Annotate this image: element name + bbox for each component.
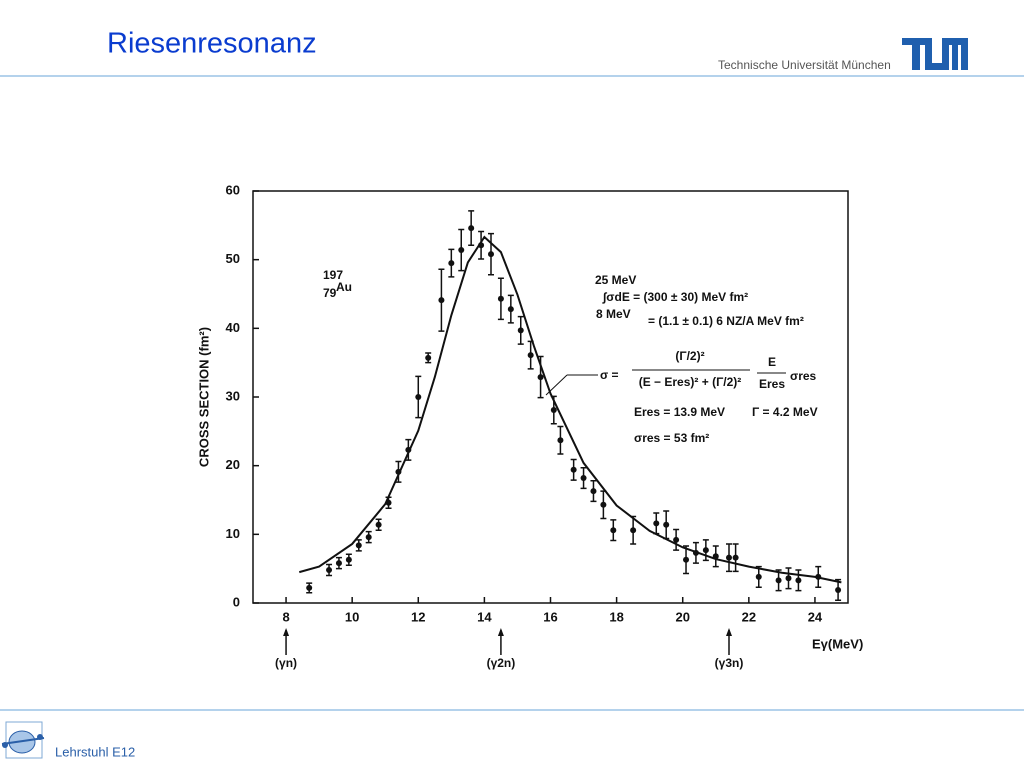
- data-point: [385, 499, 392, 506]
- data-point: [785, 575, 792, 582]
- x-tick-label: 10: [345, 609, 359, 624]
- data-point: [550, 407, 557, 414]
- data-point: [478, 242, 485, 249]
- data-point: [365, 534, 372, 541]
- data-point: [395, 468, 402, 475]
- data-point: [375, 521, 382, 528]
- data-point: [497, 295, 504, 302]
- data-point: [557, 437, 564, 444]
- threshold-label: (γ3n): [715, 656, 744, 670]
- data-point: [507, 306, 514, 313]
- data-point: [732, 554, 739, 561]
- institution: Technische Universität München: [718, 58, 891, 72]
- data-point: [692, 549, 699, 556]
- y-tick-label: 30: [226, 388, 240, 403]
- data-point: [663, 521, 670, 528]
- threshold-label: (γn): [275, 656, 297, 670]
- x-tick-label: 24: [808, 609, 823, 624]
- formula-factor-num: E: [768, 355, 776, 369]
- data-point: [600, 501, 607, 508]
- data-point: [610, 527, 617, 534]
- data-point: [835, 586, 842, 593]
- data-point: [405, 446, 412, 453]
- param: Γ = 4.2 MeV: [752, 405, 818, 419]
- x-tick-label: 12: [411, 609, 425, 624]
- data-point: [355, 542, 362, 549]
- y-tick-label: 60: [226, 182, 240, 197]
- data-point: [815, 573, 822, 580]
- nucleus-mass: 197: [323, 268, 343, 282]
- x-tick-label: 8: [282, 609, 289, 624]
- threshold-arrowhead: [497, 628, 504, 636]
- integral-line2: = (1.1 ± 0.1) 6 NZ/A MeV fm²: [648, 314, 804, 328]
- integral-upper: 25 MeV: [595, 273, 636, 287]
- data-point: [590, 488, 597, 495]
- y-tick-label: 50: [226, 251, 240, 266]
- x-tick-label: 18: [609, 609, 623, 624]
- slide-title: Riesenresonanz: [107, 28, 317, 60]
- integral-line1: ∫σdE = (300 ± 30) MeV fm²: [602, 290, 748, 304]
- y-tick-label: 10: [226, 526, 240, 541]
- data-point: [488, 251, 494, 258]
- integral-lower: 8 MeV: [596, 307, 631, 321]
- nucleus-symbol: Au: [336, 280, 352, 294]
- data-point: [458, 247, 465, 254]
- data-point: [755, 573, 762, 580]
- data-point: [335, 560, 342, 567]
- footer-label: Lehrstuhl E12: [55, 744, 135, 759]
- formula-numerator: (Γ/2)²: [675, 349, 704, 363]
- data-point: [580, 475, 587, 482]
- param: σres = 53 fm²: [634, 431, 709, 445]
- data-point: [537, 374, 544, 381]
- formula-lhs: σ =: [600, 368, 619, 382]
- data-point: [726, 554, 732, 561]
- threshold-label: (γ2n): [487, 656, 516, 670]
- formula-factor-den: Eres: [759, 377, 785, 391]
- data-point: [306, 584, 313, 591]
- formula-denominator: (E − Eres)² + (Γ/2)²: [639, 375, 742, 389]
- data-point: [527, 352, 534, 359]
- footer-logo: [1, 721, 45, 759]
- data-point: [415, 394, 422, 400]
- x-tick-label: 22: [742, 609, 756, 624]
- y-tick-label: 0: [233, 594, 240, 609]
- data-point: [702, 547, 709, 554]
- y-axis-label: CROSS SECTION (fm²): [196, 327, 211, 467]
- tum-logo: [902, 38, 968, 70]
- data-point: [630, 527, 637, 534]
- data-point: [775, 577, 782, 584]
- data-point: [570, 466, 577, 473]
- nucleus-charge: 79: [323, 286, 337, 300]
- data-point: [425, 354, 432, 361]
- data-point: [673, 536, 680, 543]
- y-tick-label: 20: [226, 457, 240, 472]
- x-tick-label: 16: [543, 609, 557, 624]
- data-point: [517, 327, 524, 334]
- data-point: [438, 297, 445, 304]
- data-point: [345, 556, 352, 563]
- data-point: [712, 553, 719, 560]
- threshold-arrowhead: [726, 628, 732, 636]
- threshold-arrowhead: [283, 628, 290, 636]
- data-point: [653, 520, 660, 527]
- x-tick-label: 14: [477, 609, 492, 624]
- data-point: [448, 260, 455, 267]
- data-point: [326, 567, 333, 574]
- fit-curve: [299, 235, 842, 584]
- data-point: [468, 225, 475, 232]
- x-tick-label: 20: [675, 609, 689, 624]
- formula-tail: σres: [790, 369, 817, 383]
- x-axis-label: Eγ(MeV): [812, 636, 863, 651]
- y-tick-label: 40: [226, 320, 240, 335]
- plot-frame: [252, 190, 849, 604]
- param: Eres = 13.9 MeV: [634, 405, 725, 419]
- data-point: [683, 556, 690, 563]
- data-point: [795, 577, 802, 584]
